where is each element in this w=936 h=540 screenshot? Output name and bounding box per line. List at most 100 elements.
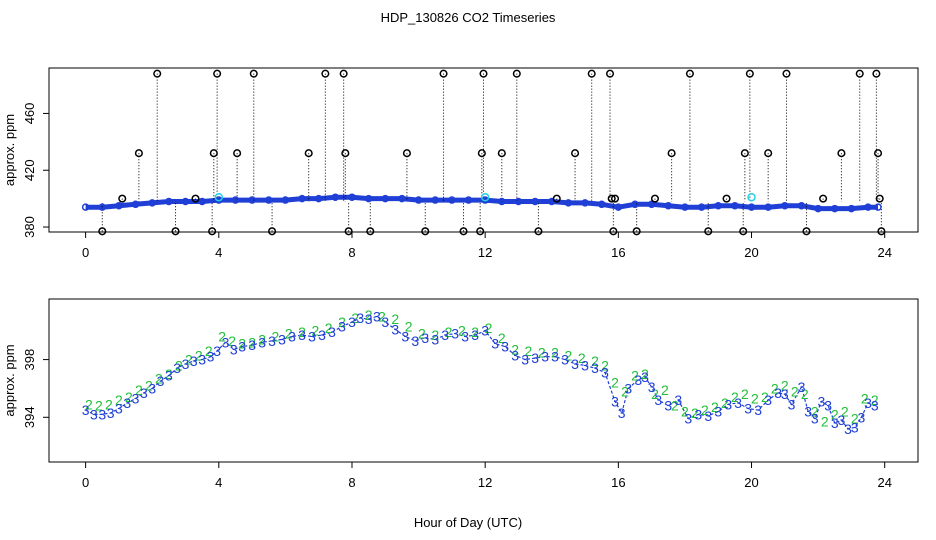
data-point	[198, 197, 206, 206]
outlier-point	[171, 227, 180, 236]
data-point	[298, 194, 306, 203]
series-3-point: 3	[278, 331, 286, 347]
data-point	[281, 196, 290, 204]
series-3-point: 3	[411, 333, 419, 349]
series-3-point: 3	[864, 395, 872, 411]
series-2-point: 2	[565, 347, 573, 363]
series-3-point: 3	[798, 379, 806, 395]
bottom-panel: 2 2 2 2 2 2 2 2 22 2 2 22 2 2 2 2 2 2 2 2 2 2 2 2 2 2 2 2 2 2 2 2 222 2 2 2…	[2, 298, 919, 490]
outlier-point	[321, 69, 330, 78]
data-point	[81, 203, 90, 211]
series-2-point: 2	[871, 392, 879, 408]
series-2-point: 2	[851, 411, 859, 427]
series-2-point: 2	[135, 382, 143, 398]
data-point	[165, 197, 173, 206]
data-point	[531, 197, 539, 206]
data-point-cyan	[480, 192, 490, 202]
series-3-point: 3	[664, 398, 672, 414]
outlier-point	[704, 227, 713, 236]
series-3-point: 3	[714, 404, 722, 420]
x-tick-label: 0	[82, 475, 89, 490]
data-point	[181, 197, 190, 206]
series-2-point: 2	[155, 370, 163, 386]
series-3-point: 3	[541, 349, 549, 365]
series-2-point: 2	[731, 389, 739, 405]
series-2-point: 2	[681, 404, 689, 420]
data-point	[664, 201, 673, 210]
x-tick-label: 16	[611, 475, 625, 490]
series-2-point: 2	[551, 344, 559, 360]
series-3-point: 3	[571, 356, 579, 372]
series-2-point: 2	[238, 336, 246, 352]
outlier-point	[268, 227, 277, 236]
series-3-point: 3	[684, 411, 692, 427]
series-2-point: 2	[711, 399, 719, 415]
series-3-point: 3	[481, 323, 489, 339]
outlier-point	[402, 149, 411, 158]
outlier-point	[764, 149, 773, 158]
series-3-point: 3	[173, 360, 181, 376]
series-2-point: 2	[761, 389, 769, 405]
x-tick-label: 8	[348, 245, 355, 260]
series-3-point: 3	[431, 331, 439, 347]
series-3-point: 3	[190, 353, 198, 369]
series-2-point: 2	[861, 391, 869, 407]
series-3-point: 3	[781, 386, 789, 402]
series-3-point: 3	[451, 326, 459, 342]
x-tick-label: 4	[215, 245, 222, 260]
series-3-point: 3	[724, 396, 732, 412]
series-2-point: 2	[85, 396, 93, 412]
data-point	[597, 200, 606, 209]
outlier-point	[605, 69, 615, 78]
series-2-point: 2	[185, 352, 193, 368]
outlier-point	[233, 149, 242, 158]
x-tick-label: 12	[478, 245, 492, 260]
series-2-point: 2	[821, 414, 829, 430]
series-2-point: 2	[511, 341, 519, 357]
series-3-point: 3	[248, 337, 256, 353]
x-tick-label: 16	[611, 245, 625, 260]
series-2-point: 2	[498, 330, 506, 346]
data-point	[647, 200, 656, 209]
outlier-point	[497, 149, 506, 158]
series-3-point: 3	[222, 334, 230, 350]
series-3-point: 3	[165, 367, 173, 383]
outlier-point	[610, 194, 620, 203]
series-2-point: 2	[831, 406, 839, 422]
series-2-point: 2	[445, 324, 453, 340]
data-point	[98, 203, 107, 211]
outlier-point	[512, 69, 521, 78]
series-3-point: 3	[230, 341, 238, 357]
series-3-point: 3	[157, 373, 165, 389]
series-2-point: 2	[701, 402, 709, 418]
bottom-panel-frame	[48, 298, 919, 463]
x-tick-label: 20	[744, 475, 758, 490]
outlier-point	[607, 194, 616, 203]
series-2-point: 2	[325, 320, 333, 336]
series-3-point: 3	[871, 398, 879, 414]
series-3-point: 3	[624, 380, 632, 396]
outlier-point	[213, 69, 222, 78]
data-point	[847, 204, 856, 213]
data-point	[464, 196, 473, 204]
series-3-point: 3	[744, 401, 752, 417]
series-2-point: 2	[458, 323, 466, 339]
series-3-point: 3	[148, 380, 156, 396]
x-tick-label: 4	[215, 475, 222, 490]
series-3-point: 3	[182, 356, 190, 372]
series-2-point: 2	[218, 329, 226, 345]
series-3-point: 3	[634, 372, 642, 388]
series-3-point: 3	[811, 411, 819, 427]
series-3-point: 3	[734, 395, 742, 411]
data-point	[364, 194, 373, 203]
series-3-point: 3	[551, 349, 559, 365]
x-tick-label: 12	[478, 475, 492, 490]
series-3-point: 3	[198, 352, 206, 368]
data-point	[398, 194, 406, 203]
series-3-point: 3	[654, 392, 662, 408]
outlier-point	[667, 149, 676, 158]
series-3-point: 3	[308, 329, 316, 345]
x-axis-label: Hour of Day (UTC)	[414, 515, 522, 530]
x-tick-label: 20	[744, 245, 758, 260]
series-trace	[85, 315, 875, 430]
